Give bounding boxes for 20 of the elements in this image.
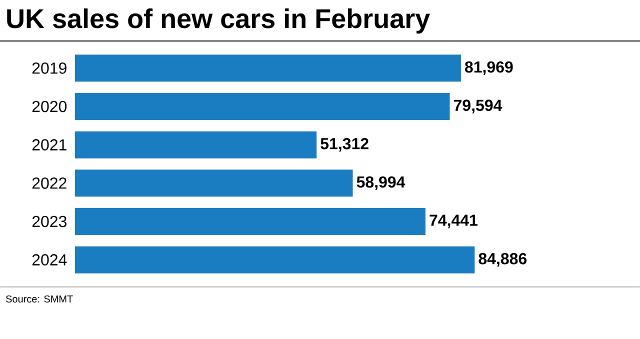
chart-title: UK sales of new cars in February bbox=[7, 8, 430, 34]
y-tick-label: 2020 bbox=[32, 100, 67, 112]
data-label: 74,441 bbox=[430, 214, 478, 228]
source-note: Source: SMMT bbox=[6, 295, 73, 303]
bar bbox=[75, 246, 475, 274]
y-tick-label: 2022 bbox=[32, 178, 66, 189]
y-tick-label: 2021 bbox=[32, 139, 66, 150]
data-label: 84,886 bbox=[478, 253, 527, 267]
bar bbox=[75, 92, 450, 120]
data-label: 51,312 bbox=[320, 138, 368, 152]
data-label: 79,594 bbox=[454, 100, 502, 114]
bar bbox=[75, 54, 461, 82]
y-tick-label: 2024 bbox=[32, 254, 67, 266]
bar bbox=[75, 131, 317, 158]
y-tick-label: 2019 bbox=[32, 62, 66, 74]
y-tick-label: 2023 bbox=[32, 216, 66, 228]
bar bbox=[75, 170, 353, 197]
data-label: 81,969 bbox=[464, 61, 513, 75]
bar bbox=[75, 208, 426, 235]
data-label: 58,994 bbox=[356, 176, 406, 190]
